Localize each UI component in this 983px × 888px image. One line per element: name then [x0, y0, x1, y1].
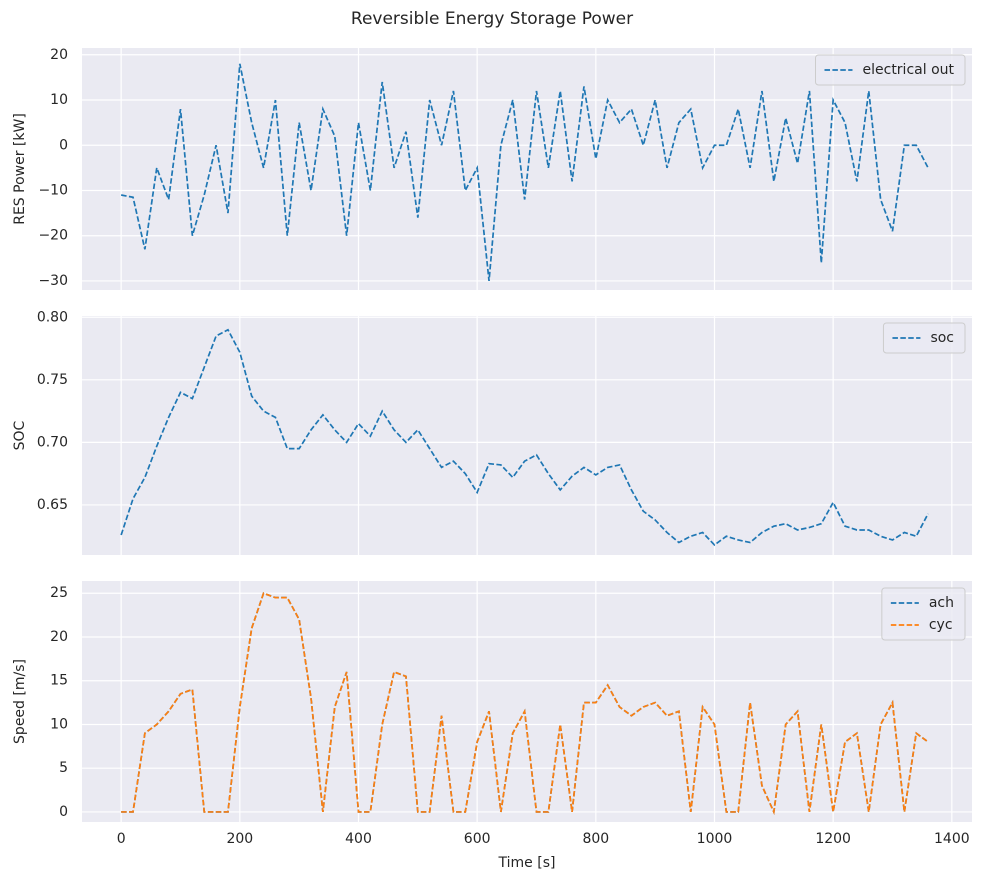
plot-area — [82, 48, 972, 290]
figure-title: Reversible Energy Storage Power — [351, 9, 633, 29]
legend-label: ach — [929, 595, 954, 611]
plot-area — [82, 581, 972, 822]
y-tick-label: 0 — [59, 137, 68, 153]
x-tick-label: 1400 — [934, 831, 970, 847]
y-tick-label: −20 — [38, 228, 68, 244]
y-tick-label: 20 — [50, 47, 68, 63]
y-axis-label: Speed [m/s] — [12, 659, 28, 744]
data-line — [121, 63, 929, 282]
y-tick-label: 0.75 — [37, 372, 68, 388]
y-axis-label: RES Power [kW] — [12, 113, 28, 225]
y-tick-label: −30 — [38, 273, 68, 289]
x-tick-label: 400 — [345, 831, 372, 847]
legend-label: cyc — [929, 617, 953, 633]
y-tick-label: 0.70 — [37, 434, 68, 450]
legend-label: soc — [930, 330, 954, 346]
x-tick-label: 200 — [226, 831, 253, 847]
y-tick-label: −10 — [38, 182, 68, 198]
legend-label: electrical out — [863, 62, 955, 78]
legend: electrical out — [815, 54, 966, 86]
y-tick-label: 15 — [50, 673, 68, 689]
y-tick-label: 10 — [50, 92, 68, 108]
legend-box — [882, 322, 966, 354]
legend: ach cyc — [881, 587, 966, 641]
x-tick-label: 0 — [117, 831, 126, 847]
x-tick-label: 1200 — [815, 831, 851, 847]
y-tick-label: 0.80 — [37, 309, 68, 325]
plot-area — [82, 316, 972, 555]
y-tick-label: 0 — [59, 804, 68, 820]
x-tick-label: 600 — [464, 831, 491, 847]
y-axis-label: SOC — [12, 420, 28, 450]
y-tick-label: 10 — [50, 716, 68, 732]
x-tick-label: 800 — [582, 831, 609, 847]
legend-box — [881, 587, 966, 641]
y-tick-label: 5 — [59, 760, 68, 776]
data-line — [121, 592, 929, 815]
data-line — [120, 328, 929, 547]
y-tick-label: 20 — [50, 629, 68, 645]
y-tick-label: 25 — [50, 585, 68, 601]
legend: soc — [882, 322, 966, 354]
legend-box — [815, 54, 966, 86]
y-tick-label: 0.65 — [37, 497, 68, 513]
x-tick-label: 1000 — [697, 831, 733, 847]
x-axis-label: Time [s] — [498, 855, 556, 871]
